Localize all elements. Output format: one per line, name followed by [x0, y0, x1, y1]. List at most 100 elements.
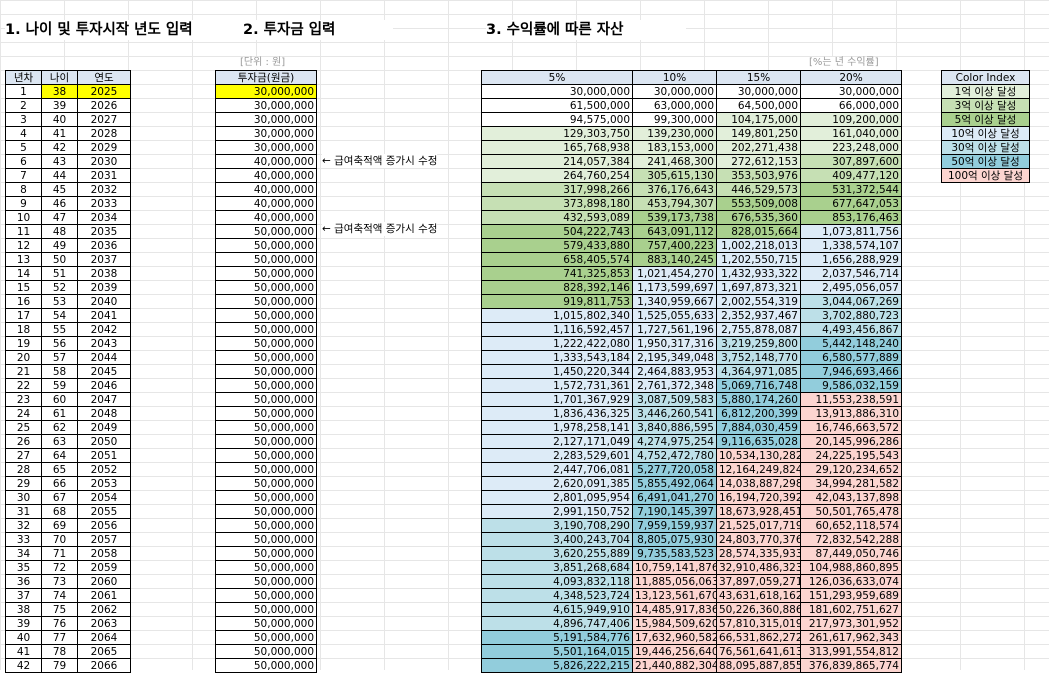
- cell-age[interactable]: 54: [41, 308, 78, 323]
- cell-year-count[interactable]: 21: [5, 364, 42, 379]
- cell-age[interactable]: 44: [41, 168, 78, 183]
- cell-asset-10[interactable]: 453,794,307: [632, 196, 717, 211]
- cell-asset-5[interactable]: 919,811,753: [481, 294, 633, 309]
- cell-asset-10[interactable]: 13,123,561,670: [632, 588, 717, 603]
- cell-asset-20[interactable]: 50,501,765,478: [800, 504, 902, 519]
- cell-asset-15[interactable]: 202,271,438: [716, 140, 801, 155]
- cell-asset-10[interactable]: 4,274,975,254: [632, 434, 717, 449]
- cell-asset-5[interactable]: 1,836,436,325: [481, 406, 633, 421]
- cell-asset-20[interactable]: 7,946,693,466: [800, 364, 902, 379]
- cell-year[interactable]: 2033: [77, 196, 131, 211]
- cell-asset-10[interactable]: 10,759,141,876: [632, 560, 717, 575]
- cell-year[interactable]: 2053: [77, 476, 131, 491]
- cell-asset-20[interactable]: 261,617,962,343: [800, 630, 902, 645]
- cell-asset-15[interactable]: 6,812,200,399: [716, 406, 801, 421]
- cell-year-count[interactable]: 25: [5, 420, 42, 435]
- cell-asset-5[interactable]: 658,405,574: [481, 252, 633, 267]
- cell-year-count[interactable]: 18: [5, 322, 42, 337]
- cell-year[interactable]: 2038: [77, 266, 131, 281]
- cell-asset-5[interactable]: 30,000,000: [481, 84, 633, 99]
- cell-asset-5[interactable]: 1,015,802,340: [481, 308, 633, 323]
- cell-investment[interactable]: 50,000,000: [215, 546, 317, 561]
- cell-asset-10[interactable]: 883,140,245: [632, 252, 717, 267]
- cell-age[interactable]: 42: [41, 140, 78, 155]
- cell-asset-15[interactable]: 9,116,635,028: [716, 434, 801, 449]
- cell-year-count[interactable]: 8: [5, 182, 42, 197]
- cell-year-count[interactable]: 14: [5, 266, 42, 281]
- header-year-count[interactable]: 년차: [5, 70, 42, 85]
- color-index-title[interactable]: Color Index: [941, 70, 1030, 85]
- cell-age[interactable]: 68: [41, 504, 78, 519]
- cell-asset-10[interactable]: 3,087,509,583: [632, 392, 717, 407]
- cell-asset-20[interactable]: 104,988,860,895: [800, 560, 902, 575]
- cell-asset-15[interactable]: 5,880,174,260: [716, 392, 801, 407]
- cell-year-count[interactable]: 34: [5, 546, 42, 561]
- cell-investment[interactable]: 50,000,000: [215, 322, 317, 337]
- cell-asset-10[interactable]: 63,000,000: [632, 98, 717, 113]
- cell-year-count[interactable]: 11: [5, 224, 42, 239]
- cell-asset-10[interactable]: 183,153,000: [632, 140, 717, 155]
- cell-asset-15[interactable]: 32,910,486,323: [716, 560, 801, 575]
- cell-asset-10[interactable]: 9,735,583,523: [632, 546, 717, 561]
- cell-asset-15[interactable]: 24,803,770,376: [716, 532, 801, 547]
- cell-asset-20[interactable]: 1,656,288,929: [800, 252, 902, 267]
- header-rate-15[interactable]: 15%: [716, 70, 801, 85]
- cell-year-count[interactable]: 37: [5, 588, 42, 603]
- cell-year[interactable]: 2043: [77, 336, 131, 351]
- cell-investment[interactable]: 50,000,000: [215, 560, 317, 575]
- cell-year[interactable]: 2032: [77, 182, 131, 197]
- color-index-item[interactable]: 50억 이상 달성: [941, 154, 1030, 169]
- cell-asset-20[interactable]: 66,000,000: [800, 98, 902, 113]
- cell-asset-5[interactable]: 129,303,750: [481, 126, 633, 141]
- cell-year[interactable]: 2049: [77, 420, 131, 435]
- cell-asset-10[interactable]: 2,195,349,048: [632, 350, 717, 365]
- color-index-item[interactable]: 10억 이상 달성: [941, 126, 1030, 141]
- cell-year[interactable]: 2064: [77, 630, 131, 645]
- cell-asset-5[interactable]: 94,575,000: [481, 112, 633, 127]
- cell-asset-20[interactable]: 34,994,281,582: [800, 476, 902, 491]
- cell-asset-20[interactable]: 223,248,000: [800, 140, 902, 155]
- cell-asset-15[interactable]: 10,534,130,282: [716, 448, 801, 463]
- cell-asset-10[interactable]: 2,761,372,348: [632, 378, 717, 393]
- cell-investment[interactable]: 50,000,000: [215, 238, 317, 253]
- cell-year[interactable]: 2045: [77, 364, 131, 379]
- cell-asset-20[interactable]: 11,553,238,591: [800, 392, 902, 407]
- cell-year[interactable]: 2029: [77, 140, 131, 155]
- cell-asset-10[interactable]: 241,468,300: [632, 154, 717, 169]
- cell-asset-10[interactable]: 30,000,000: [632, 84, 717, 99]
- cell-year[interactable]: 2063: [77, 616, 131, 631]
- cell-asset-5[interactable]: 432,593,089: [481, 210, 633, 225]
- cell-age[interactable]: 60: [41, 392, 78, 407]
- cell-age[interactable]: 75: [41, 602, 78, 617]
- cell-asset-20[interactable]: 4,493,456,867: [800, 322, 902, 337]
- cell-asset-20[interactable]: 60,652,118,574: [800, 518, 902, 533]
- cell-year[interactable]: 2058: [77, 546, 131, 561]
- cell-investment[interactable]: 40,000,000: [215, 196, 317, 211]
- cell-year[interactable]: 2048: [77, 406, 131, 421]
- cell-age[interactable]: 55: [41, 322, 78, 337]
- cell-asset-15[interactable]: 553,509,008: [716, 196, 801, 211]
- cell-asset-10[interactable]: 15,984,509,620: [632, 616, 717, 631]
- header-rate-5[interactable]: 5%: [481, 70, 633, 85]
- cell-year-count[interactable]: 15: [5, 280, 42, 295]
- cell-asset-15[interactable]: 28,574,335,933: [716, 546, 801, 561]
- cell-asset-10[interactable]: 1,021,454,270: [632, 266, 717, 281]
- cell-age[interactable]: 67: [41, 490, 78, 505]
- cell-asset-15[interactable]: 88,095,887,855: [716, 658, 801, 673]
- cell-asset-5[interactable]: 214,057,384: [481, 154, 633, 169]
- cell-asset-5[interactable]: 317,998,266: [481, 182, 633, 197]
- color-index-item[interactable]: 100억 이상 달성: [941, 168, 1030, 183]
- cell-year-count[interactable]: 7: [5, 168, 42, 183]
- cell-age[interactable]: 58: [41, 364, 78, 379]
- cell-year-count[interactable]: 17: [5, 308, 42, 323]
- cell-year[interactable]: 2066: [77, 658, 131, 673]
- cell-year[interactable]: 2061: [77, 588, 131, 603]
- cell-asset-15[interactable]: 2,755,878,087: [716, 322, 801, 337]
- cell-investment[interactable]: 50,000,000: [215, 266, 317, 281]
- cell-asset-15[interactable]: 828,015,664: [716, 224, 801, 239]
- cell-asset-20[interactable]: 531,372,544: [800, 182, 902, 197]
- cell-asset-5[interactable]: 1,701,367,929: [481, 392, 633, 407]
- cell-age[interactable]: 53: [41, 294, 78, 309]
- cell-age[interactable]: 69: [41, 518, 78, 533]
- cell-year-count[interactable]: 2: [5, 98, 42, 113]
